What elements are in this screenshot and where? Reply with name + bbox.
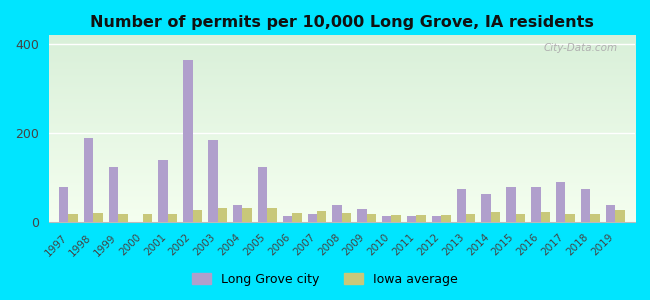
Bar bbox=[59, 187, 68, 223]
Bar bbox=[466, 214, 476, 223]
Bar bbox=[491, 212, 500, 223]
Bar bbox=[382, 216, 391, 223]
Bar bbox=[506, 187, 515, 223]
Bar bbox=[407, 216, 417, 223]
Bar bbox=[441, 215, 450, 223]
Bar bbox=[566, 214, 575, 223]
Bar bbox=[417, 215, 426, 223]
Bar bbox=[541, 212, 550, 223]
Bar bbox=[208, 140, 218, 223]
Bar bbox=[292, 213, 302, 223]
Bar bbox=[233, 205, 242, 223]
Bar bbox=[581, 189, 590, 223]
Bar bbox=[515, 214, 525, 223]
Bar bbox=[283, 216, 292, 223]
Bar bbox=[391, 215, 401, 223]
Bar bbox=[118, 214, 127, 223]
Bar bbox=[482, 194, 491, 223]
Bar bbox=[192, 210, 202, 223]
Bar bbox=[317, 211, 326, 223]
Bar bbox=[94, 213, 103, 223]
Bar bbox=[218, 208, 227, 223]
Bar bbox=[168, 214, 177, 223]
Bar bbox=[606, 205, 615, 223]
Text: City-Data.com: City-Data.com bbox=[543, 43, 618, 53]
Bar bbox=[307, 214, 317, 223]
Bar bbox=[342, 213, 351, 223]
Bar bbox=[109, 167, 118, 223]
Bar bbox=[159, 160, 168, 223]
Bar bbox=[143, 214, 153, 223]
Bar bbox=[68, 214, 78, 223]
Bar bbox=[183, 60, 192, 223]
Bar bbox=[531, 187, 541, 223]
Bar bbox=[84, 138, 94, 223]
Bar bbox=[242, 208, 252, 223]
Bar bbox=[456, 189, 466, 223]
Bar bbox=[590, 214, 600, 223]
Bar bbox=[267, 208, 277, 223]
Bar bbox=[358, 209, 367, 223]
Bar bbox=[258, 167, 267, 223]
Legend: Long Grove city, Iowa average: Long Grove city, Iowa average bbox=[187, 268, 463, 291]
Bar bbox=[432, 216, 441, 223]
Bar bbox=[367, 214, 376, 223]
Bar bbox=[615, 210, 625, 223]
Title: Number of permits per 10,000 Long Grove, IA residents: Number of permits per 10,000 Long Grove,… bbox=[90, 15, 593, 30]
Bar bbox=[332, 205, 342, 223]
Bar bbox=[556, 182, 566, 223]
